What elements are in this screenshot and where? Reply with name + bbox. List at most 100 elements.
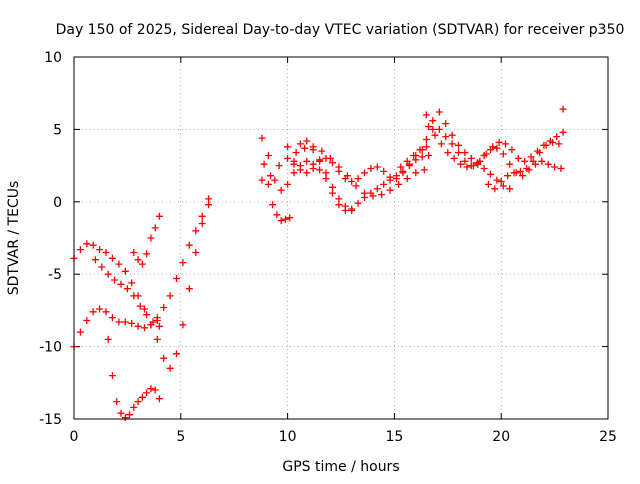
data-series — [559, 105, 567, 113]
y-tick-label: -5 — [48, 267, 62, 283]
data-point — [318, 147, 326, 155]
x-tick-label: 0 — [70, 429, 79, 445]
data-point — [155, 212, 163, 220]
data-series — [70, 195, 213, 372]
data-point — [437, 140, 445, 148]
data-point — [104, 335, 112, 343]
data-point — [373, 185, 381, 193]
data-point — [499, 182, 507, 190]
data-point — [425, 123, 433, 130]
data-point — [296, 166, 304, 174]
data-point — [369, 192, 377, 200]
data-point — [138, 260, 146, 268]
data-point — [420, 166, 428, 174]
data-point — [123, 285, 131, 293]
data-point — [335, 167, 343, 175]
data-series — [104, 335, 163, 422]
data-point — [418, 153, 426, 161]
data-point — [179, 321, 187, 329]
data-point — [514, 154, 522, 162]
data-point — [198, 212, 206, 220]
x-tick-label: 15 — [385, 429, 403, 445]
y-tick-label: -15 — [39, 412, 62, 428]
data-point — [461, 149, 469, 157]
data-series — [484, 138, 563, 193]
data-points — [70, 105, 567, 422]
data-point — [309, 146, 317, 154]
data-point — [422, 111, 430, 119]
data-point — [461, 157, 469, 165]
data-point — [442, 133, 450, 141]
x-tick-label: 10 — [279, 429, 297, 445]
data-point — [108, 314, 116, 322]
data-point — [523, 165, 531, 172]
data-point — [138, 393, 146, 401]
data-point — [277, 217, 285, 225]
data-point — [493, 144, 501, 152]
data-point — [378, 191, 386, 199]
data-point — [290, 157, 298, 165]
data-point — [499, 150, 507, 158]
data-point — [130, 403, 138, 411]
data-point — [393, 175, 400, 183]
data-point — [160, 354, 168, 362]
data-point — [386, 173, 394, 181]
data-point — [410, 152, 418, 159]
data-point — [151, 224, 159, 232]
data-point — [91, 256, 99, 264]
data-point — [76, 246, 84, 254]
chart-title: Day 150 of 2025, Sidereal Day-to-day VTE… — [56, 22, 625, 38]
data-point — [429, 125, 437, 133]
data-point — [264, 180, 272, 188]
data-point — [277, 186, 285, 194]
data-point — [380, 180, 388, 188]
data-point — [264, 152, 272, 159]
data-point — [551, 163, 559, 171]
data-point — [510, 169, 518, 177]
data-point — [89, 241, 97, 249]
data-point — [273, 211, 281, 219]
data-point — [469, 162, 477, 170]
data-point — [341, 175, 349, 183]
y-tick-label: 5 — [53, 122, 62, 138]
data-point — [141, 305, 148, 313]
data-series — [130, 212, 163, 268]
data-point — [128, 319, 136, 327]
y-tick-label: 0 — [53, 195, 62, 211]
data-point — [117, 409, 125, 417]
data-point — [450, 154, 458, 162]
data-point — [309, 165, 317, 172]
data-point — [130, 249, 138, 256]
data-point — [108, 254, 116, 262]
data-point — [160, 304, 168, 311]
data-point — [173, 275, 180, 282]
data-point — [403, 157, 411, 165]
data-point — [134, 256, 142, 264]
data-point — [286, 214, 294, 222]
data-point — [322, 154, 330, 162]
data-point — [429, 117, 437, 125]
data-point — [155, 395, 163, 403]
data-point — [341, 202, 349, 210]
data-point — [153, 335, 161, 343]
data-point — [322, 169, 330, 177]
data-point — [260, 160, 268, 168]
data-point — [348, 178, 356, 185]
data-point — [147, 321, 155, 329]
data-point — [422, 143, 430, 151]
data-point — [153, 314, 161, 322]
data-point — [284, 143, 292, 151]
data-point — [267, 172, 274, 180]
y-tick-label: 10 — [44, 50, 62, 66]
data-point — [538, 157, 546, 165]
data-point — [502, 140, 509, 148]
data-point — [559, 128, 567, 136]
data-point — [516, 167, 524, 175]
data-point — [166, 292, 174, 300]
data-point — [89, 308, 97, 316]
data-point — [361, 189, 368, 197]
data-series — [70, 305, 161, 351]
data-point — [147, 234, 155, 242]
data-point — [354, 175, 362, 183]
